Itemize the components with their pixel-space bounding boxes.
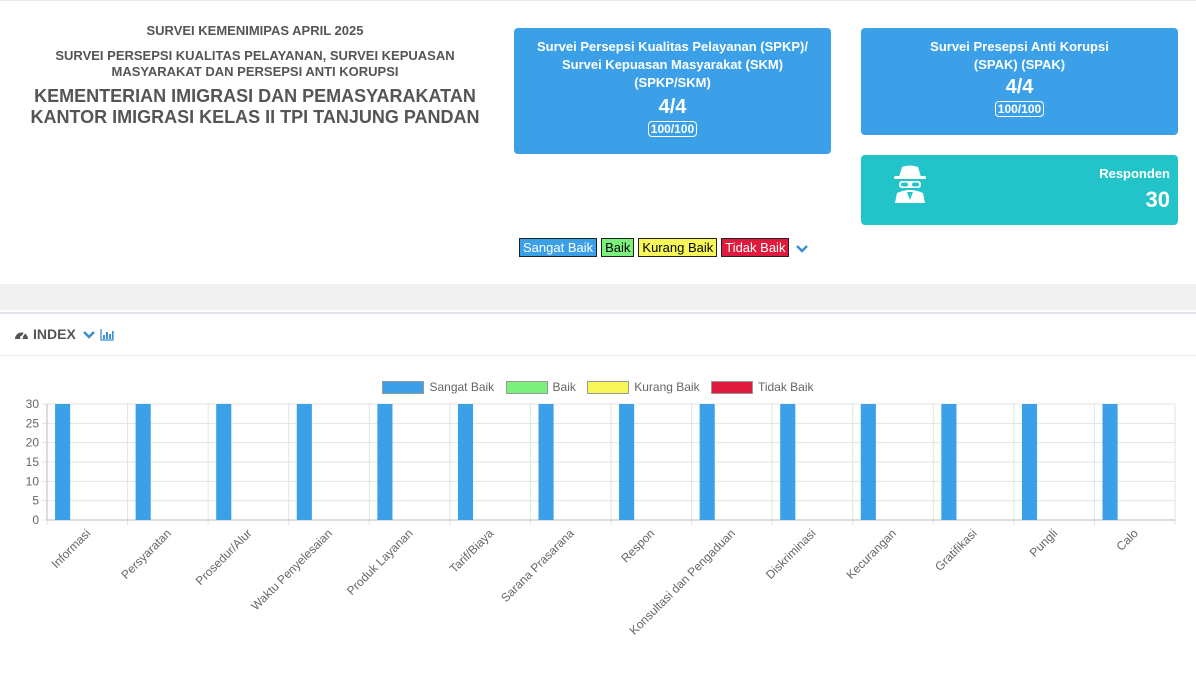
- spkp-card-value: 4/4: [658, 96, 687, 118]
- bar-sangat-baik: [296, 404, 312, 520]
- bar-sangat-baik: [538, 404, 554, 520]
- dashboard-icon: [15, 332, 28, 339]
- bar-sangat-baik: [1021, 404, 1038, 520]
- responden-card: Responden 30: [861, 155, 1178, 225]
- spak-card-title: Survei Presepsi Anti Korupsi (SPAK) (SPA…: [930, 39, 1109, 72]
- x-tick-label: Prosedur/Alur: [193, 526, 255, 588]
- x-tick-label: Pungli: [1027, 526, 1060, 559]
- spak-score-card: Survei Presepsi Anti Korupsi (SPAK) (SPA…: [861, 28, 1178, 135]
- chevron-down-icon[interactable]: [795, 241, 809, 255]
- legend-sangat-baik: Sangat Baik: [519, 238, 598, 257]
- legend-label: Tidak Baik: [757, 380, 814, 394]
- bar-sangat-baik: [55, 404, 71, 520]
- office-name-title: KEMENTERIAN IMIGRASI DAN PEMASYARAKATAN …: [30, 86, 480, 127]
- chart-legend-item[interactable]: Sangat Baik: [382, 380, 494, 394]
- bar-sangat-baik: [860, 404, 876, 520]
- spak-card-value: 4/4: [1005, 76, 1034, 98]
- spy-icon: [894, 165, 926, 203]
- y-tick-label: 0: [32, 513, 39, 527]
- bar-sangat-baik: [135, 404, 151, 520]
- chart-legend-item[interactable]: Baik: [505, 380, 576, 394]
- bar-sangat-baik: [457, 404, 474, 520]
- bar-sangat-baik: [699, 404, 715, 520]
- summary-section: SURVEI KEMENIMIPAS APRIL 2025 SURVEI PER…: [0, 0, 1196, 284]
- y-tick-label: 20: [26, 436, 40, 450]
- legend-swatch: [505, 380, 548, 394]
- x-tick-label: Persyaratan: [118, 526, 174, 582]
- spkp-card-badge: 100/100: [647, 121, 698, 137]
- category-legend: Sangat Baik Baik Kurang Baik Tidak Baik: [519, 238, 809, 257]
- x-tick-label: Waktu Penyelesaian: [248, 526, 335, 613]
- page-header: SURVEI KEMENIMIPAS APRIL 2025 SURVEI PER…: [10, 23, 500, 128]
- x-tick-label: Sarana Prasarana: [498, 526, 577, 605]
- bar-sangat-baik: [619, 404, 635, 520]
- spkp-score-card: Survei Persepsi Kualitas Pelayanan (SPKP…: [514, 28, 831, 154]
- survey-period-title: SURVEI KEMENIMIPAS APRIL 2025: [146, 23, 364, 38]
- bar-sangat-baik: [941, 404, 957, 520]
- bar-sangat-baik: [780, 404, 796, 520]
- responden-label: Responden: [1099, 166, 1170, 181]
- legend-label: Kurang Baik: [634, 380, 700, 394]
- legend-baik: Baik: [601, 238, 635, 257]
- bar-sangat-baik: [1102, 404, 1118, 520]
- index-panel-header: INDEX: [0, 312, 1196, 356]
- x-tick-label: Tarif/Biaya: [447, 526, 497, 576]
- legend-tidak-baik: Tidak Baik: [721, 238, 790, 257]
- y-tick-label: 30: [26, 397, 40, 411]
- chart-legend: Sangat Baik Baik Kurang Baik Tidak Baik: [0, 380, 1196, 397]
- y-tick-label: 15: [26, 455, 40, 469]
- x-tick-label: Kecurangan: [843, 526, 899, 582]
- legend-swatch: [587, 380, 630, 394]
- bar-sangat-baik: [216, 404, 232, 520]
- legend-swatch: [382, 380, 425, 394]
- chart-legend-item[interactable]: Tidak Baik: [710, 380, 814, 394]
- y-tick-label: 10: [26, 474, 40, 488]
- x-tick-label: Gratifikasi: [932, 526, 980, 574]
- survey-name-subtitle: SURVEI PERSEPSI KUALITAS PELAYANAN, SURV…: [55, 48, 455, 79]
- y-tick-label: 25: [26, 416, 40, 430]
- legend-kurang-baik: Kurang Baik: [638, 238, 718, 257]
- x-tick-label: Calo: [1113, 526, 1141, 554]
- x-tick-label: Respon: [618, 526, 657, 565]
- bar-sangat-baik: [377, 404, 393, 520]
- legend-swatch: [710, 380, 753, 394]
- section-divider: [0, 284, 1196, 310]
- y-tick-label: 5: [32, 494, 39, 508]
- bar-chart-icon[interactable]: [100, 328, 115, 341]
- x-tick-label: Diskriminasi: [763, 526, 819, 582]
- spak-card-badge: 100/100: [994, 101, 1045, 117]
- legend-label: Sangat Baik: [429, 380, 495, 394]
- index-panel-title: INDEX: [33, 326, 76, 342]
- x-tick-label: Informasi: [49, 526, 94, 571]
- responden-count: 30: [1145, 187, 1170, 212]
- spkp-card-title: Survei Persepsi Kualitas Pelayanan (SPKP…: [537, 39, 808, 90]
- chevron-down-icon[interactable]: [82, 327, 96, 341]
- chart-legend-item[interactable]: Kurang Baik: [587, 380, 700, 394]
- legend-label: Baik: [552, 380, 576, 394]
- x-tick-label: Produk Layanan: [344, 526, 416, 598]
